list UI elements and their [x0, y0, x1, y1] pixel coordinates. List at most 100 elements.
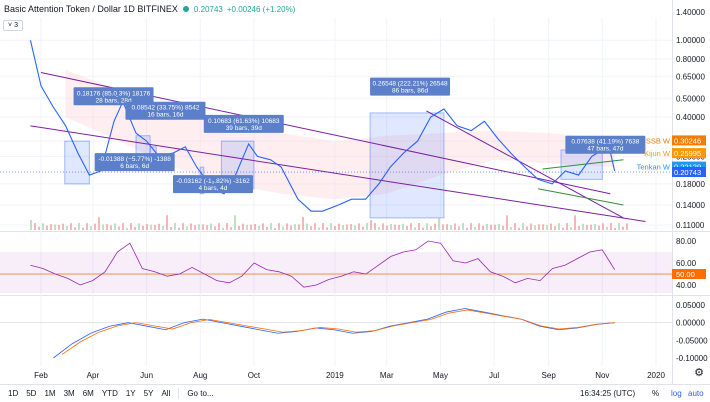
price-tag-value: 0.25995: [674, 149, 701, 158]
volume-bar: [282, 226, 284, 230]
volume-bar: [214, 226, 216, 230]
volume-bar: [162, 225, 164, 230]
volume-bar: [338, 223, 340, 230]
volume-bar: [582, 223, 584, 230]
volume-bar: [38, 226, 40, 230]
measure-label-text: 0.07638 (41.19%) 7638: [571, 139, 639, 146]
timeframe-6m[interactable]: 6M: [82, 389, 94, 398]
gear-icon[interactable]: ⚙: [694, 367, 704, 379]
timeframe-1y[interactable]: 1Y: [125, 389, 136, 398]
volume-bar: [422, 227, 424, 230]
volume-bar: [114, 223, 116, 230]
volume-bar: [534, 225, 536, 230]
volume-bar: [294, 224, 296, 230]
measure-label-text: 6 bars, 6d: [120, 163, 149, 170]
volume-bar: [170, 227, 172, 230]
volume-bar: [106, 224, 108, 230]
volume-bar: [218, 223, 220, 230]
volume-bar: [186, 226, 188, 230]
volume-bar: [58, 224, 60, 230]
macd-tick-label: 0.05000: [676, 301, 705, 310]
timeframe-5d[interactable]: 5D: [26, 389, 37, 398]
macd-tick-label: -0.05000: [676, 336, 708, 345]
volume-bar: [518, 227, 520, 230]
collapse-indicators-button[interactable]: ˅ 3: [3, 20, 23, 31]
volume-bar: [494, 224, 496, 230]
volume-bar: [510, 226, 512, 230]
volume-bar: [498, 223, 500, 230]
volume-bar: [526, 226, 528, 230]
volume-bar: [250, 224, 252, 230]
volume-bar: [602, 223, 604, 230]
channel-middle-line: [426, 110, 624, 219]
goto-date-button[interactable]: Go to...: [187, 389, 214, 398]
x-tick-label: Jun: [140, 371, 153, 380]
volume-bar: [90, 226, 92, 230]
y-tick-label: 0.50000: [676, 94, 705, 103]
measure-label-text: 0.26548 (222.21%) 26548: [372, 81, 448, 88]
volume-bar: [98, 217, 100, 230]
volume-bar: [322, 223, 324, 230]
measure-label-text: -0.01388 (−5.77%) -1388: [98, 156, 171, 163]
volume-bar: [610, 223, 612, 230]
rsi-tick-label: 40.00: [676, 281, 697, 290]
log-scale-toggle[interactable]: log: [671, 389, 682, 398]
price-tag-label: Tenkan W: [637, 163, 671, 172]
volume-bar: [382, 223, 384, 230]
timeframe-5y[interactable]: 5Y: [143, 389, 154, 398]
volume-bar: [254, 223, 256, 230]
measure-label-text: -0.03162 (-1₃.82%) -3162: [176, 178, 250, 185]
volume-bar: [562, 227, 564, 230]
volume-bar: [266, 226, 268, 230]
volume-bar: [522, 223, 524, 230]
symbol-title[interactable]: Basic Attention Token / Dollar 1D BITFIN…: [4, 4, 178, 14]
volume-bar: [326, 227, 328, 230]
volume-bar: [514, 223, 516, 230]
volume-bar: [410, 223, 412, 230]
volume-bar: [362, 226, 364, 230]
uptrend-line: [542, 159, 624, 170]
volume-bar: [418, 223, 420, 230]
x-tick-label: Nov: [595, 371, 609, 380]
volume-bar: [34, 223, 36, 230]
x-tick-label: May: [433, 371, 448, 380]
chart-canvas[interactable]: 1.40000 1.00000 0.80000 0.65000 0.50000 0.400…: [0, 0, 710, 384]
measure-label: [73, 87, 154, 106]
price-tag: [672, 148, 706, 159]
measure-label-text: 4 bars, 4d: [199, 185, 228, 192]
volume-bar: [490, 224, 492, 230]
volume-bar: [334, 226, 336, 230]
volume-bar: [278, 223, 280, 230]
measure-label: [172, 175, 253, 194]
volume-bar: [166, 215, 168, 230]
timeframe-1m[interactable]: 1M: [44, 389, 56, 398]
percent-scale-toggle[interactable]: %: [652, 389, 660, 398]
volume-bar: [374, 223, 376, 230]
volume-bar: [174, 223, 176, 230]
timeframe-3m[interactable]: 3M: [63, 389, 75, 398]
x-tick-label: 2019: [326, 371, 344, 380]
volume-bar: [434, 223, 436, 230]
volume-bar: [330, 223, 332, 230]
volume-bar: [458, 226, 460, 230]
volume-bar: [506, 215, 508, 230]
timeframe-ytd[interactable]: YTD: [101, 389, 118, 398]
ichimoku-cloud: [65, 70, 615, 200]
volume-bar: [622, 226, 624, 230]
volume-bar: [46, 225, 48, 230]
timeframe-1d[interactable]: 1D: [8, 389, 19, 398]
y-tick-label: 1.40000: [676, 8, 705, 17]
macd-line: [53, 308, 615, 359]
x-tick-label: Oct: [248, 371, 261, 380]
volume-bar: [354, 225, 356, 230]
volume-bar: [402, 223, 404, 230]
auto-scale-toggle[interactable]: auto: [688, 389, 704, 398]
volume-bar: [310, 226, 312, 230]
volume-bar: [574, 215, 576, 230]
volume-bar: [594, 223, 596, 230]
volume-bar: [262, 223, 264, 230]
measure-label: [370, 77, 451, 96]
rsi-tick-label: 60.00: [676, 259, 697, 268]
volume-bar: [474, 226, 476, 230]
timeframe-all[interactable]: All: [161, 389, 171, 398]
